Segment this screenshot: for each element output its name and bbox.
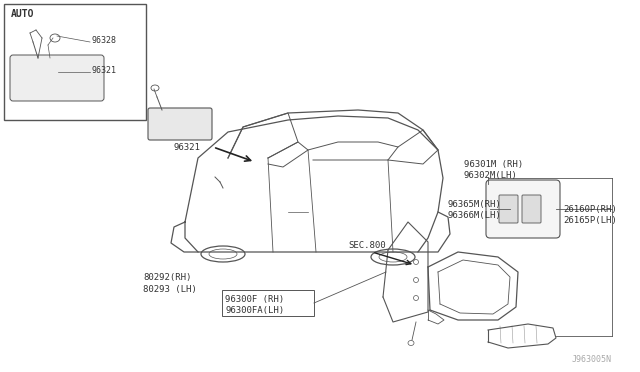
FancyBboxPatch shape [486,180,560,238]
FancyBboxPatch shape [10,55,104,101]
Bar [222,290,314,316]
Text: 96321: 96321 [91,66,116,75]
FancyBboxPatch shape [148,108,212,140]
FancyBboxPatch shape [499,195,518,223]
Bar [4,4,146,120]
Text: 80293 (LH): 80293 (LH) [143,285,196,294]
Text: 26160P(RH): 26160P(RH) [563,205,617,214]
Text: 96321: 96321 [174,143,201,152]
Text: 96365M(RH): 96365M(RH) [448,200,502,209]
Text: 96300FA(LH): 96300FA(LH) [225,306,284,315]
Text: 96302M(LH): 96302M(LH) [464,171,518,180]
Text: 96300F (RH): 96300F (RH) [225,295,284,304]
Text: AUTO: AUTO [11,9,35,19]
Text: 96366M(LH): 96366M(LH) [448,211,502,220]
Text: 96328: 96328 [91,36,116,45]
Text: SEC.800: SEC.800 [348,241,386,250]
FancyBboxPatch shape [522,195,541,223]
Text: 96301M (RH): 96301M (RH) [464,160,523,169]
Text: J963005N: J963005N [572,355,612,364]
Text: 26165P(LH): 26165P(LH) [563,216,617,225]
Text: 80292(RH): 80292(RH) [143,273,191,282]
